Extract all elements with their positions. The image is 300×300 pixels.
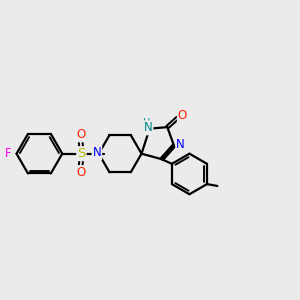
Text: O: O <box>76 128 85 141</box>
Text: O: O <box>76 166 85 179</box>
Text: H: H <box>143 118 151 128</box>
Text: N: N <box>176 138 185 151</box>
Text: N: N <box>144 122 152 134</box>
Text: S: S <box>77 147 86 160</box>
Text: O: O <box>178 109 187 122</box>
Text: F: F <box>5 147 12 160</box>
Text: N: N <box>92 146 101 159</box>
